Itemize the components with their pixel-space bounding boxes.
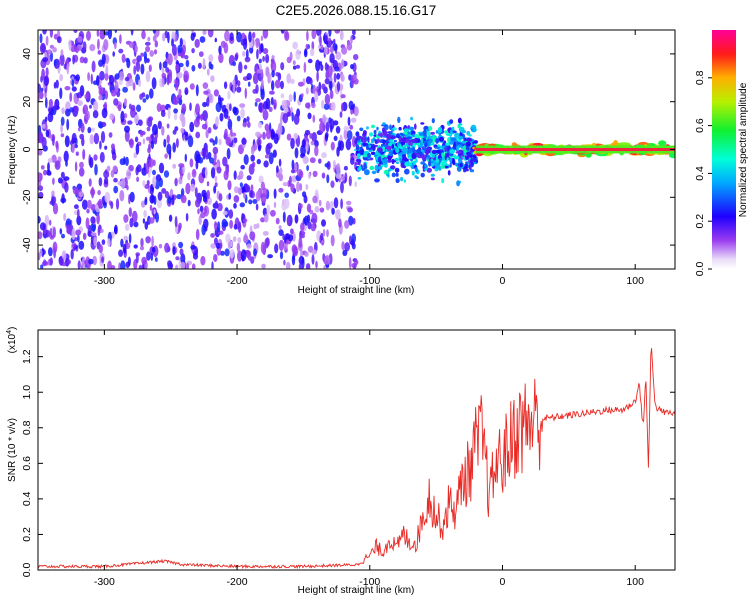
spectrogram-x-tick-label: -100 [359,275,380,287]
spectrogram-cells [38,30,675,269]
figure-title: C2E5.2026.088.15.16.G17 [276,3,437,18]
spectrogram-x-tick-label: -300 [94,275,115,287]
spectrogram-x-tick-label: 100 [626,275,644,287]
spectrogram-y-ticks: -40 -20 0 20 40 [21,48,675,253]
snr-x-axis-label: Height of straight line (km) [298,585,415,596]
snr-y-tick-label: 0.4 [21,491,33,506]
snr-x-ticks: -300 -200 -100 0 100 [94,330,644,588]
snr-y-scale-base: (x10 [7,333,18,353]
snr-series-line [38,348,675,570]
spectrogram-x-tick-label: -200 [227,275,248,287]
spectrogram-y-tick-label: -20 [21,190,33,205]
snr-x-tick-label: -200 [227,576,248,588]
colorbar-tick-label: 0.0 [694,262,706,277]
spectrogram-y-tick-label: 0 [21,146,33,152]
colorbar-gradient [712,30,736,269]
spectrogram-x-tick-label: 0 [500,275,506,287]
snr-y-tick-label: 1.0 [21,385,33,400]
spectrogram-y-tick-label: 20 [21,96,33,108]
snr-y-tick-label: 0.0 [21,563,33,578]
snr-x-tick-label: -300 [94,576,115,588]
snr-x-tick-label: -100 [359,576,380,588]
spectrogram-x-axis-label: Height of straight line (km) [298,285,415,296]
snr-y-scale-label: (x104) [6,327,18,354]
spectrogram-y-tick-label: -40 [21,237,33,252]
spectrogram-y-axis-label: Frequency (Hz) [7,116,18,185]
spectrogram-y-tick-label: 40 [21,48,33,60]
snr-x-tick-label: 0 [500,576,506,588]
snr-y-scale-exponent: 4 [6,330,13,334]
spectrogram-x-ticks: -300 -200 -100 0 100 [94,30,644,287]
svg-text:(x104): (x104) [6,327,18,354]
snr-y-tick-label: 1.2 [21,349,33,364]
snr-y-tick-label: 0.8 [21,420,33,435]
snr-panel: -300 -200 -100 0 100 0.0 0.2 0.4 0.6 0.8 1.0 1.2 H… [6,327,676,596]
colorbar-tick-label: 0.8 [694,70,706,85]
colorbar-tick-label: 0.6 [694,118,706,133]
snr-y-axis-label: SNR (10 * v/v) [7,418,18,482]
snr-y-tick-label: 0.2 [21,527,33,542]
snr-y-tick-label: 0.6 [21,456,33,471]
snr-frame [37,329,676,571]
snr-y-ticks: 0.0 0.2 0.4 0.6 0.8 1.0 1.2 [21,349,675,577]
colorbar-label: Normalized spectral amplitude [738,82,749,217]
colorbar-tick-label: 0.2 [694,214,706,229]
colorbar-ticks: 0.0 0.2 0.4 0.6 0.8 [694,70,712,276]
snr-x-tick-label: 100 [626,576,644,588]
colorbar-tick-label: 0.4 [694,166,706,181]
colorbar: 0.0 0.2 0.4 0.6 0.8 Normalized spectral ampl… [694,30,749,276]
